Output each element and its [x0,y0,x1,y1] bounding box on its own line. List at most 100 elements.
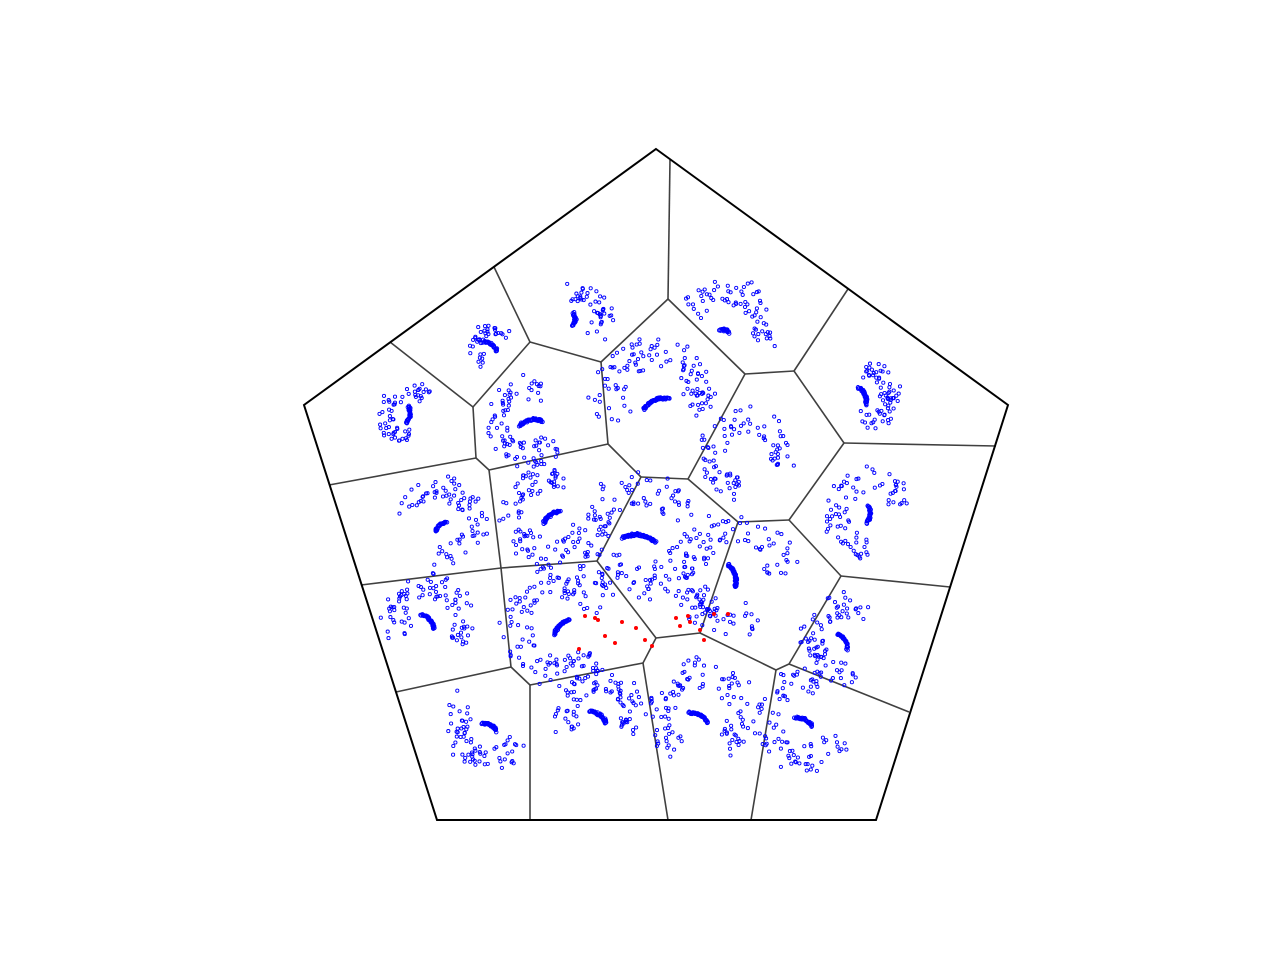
trajectory-point [772,456,777,461]
trajectory-point [763,743,768,748]
trajectory-point [555,708,560,713]
trajectory-point [421,499,426,504]
trajectory-point [438,593,443,599]
trajectory-point [548,677,553,683]
trajectory-point [418,584,423,590]
trajectory-point [483,331,488,336]
trajectory-point [715,618,720,623]
trajectory-point [720,296,725,301]
trajectory-point [420,593,425,598]
trajectory-point [480,356,485,361]
cell-edge [843,442,997,447]
trajectory-point [851,548,856,553]
trajectory-point [462,626,467,631]
trajectory-point [775,530,780,535]
trajectory-point [517,599,522,604]
trajectory-point [779,672,784,677]
trajectory-point [862,544,867,550]
trajectory-point-dense [845,647,850,653]
trajectory-point [795,755,800,760]
trajectory-point [404,387,410,392]
trajectory-point [840,609,845,614]
trajectory-point [731,695,736,700]
trajectory-point [578,601,583,606]
trajectory-point [703,401,708,406]
trajectory-point [810,617,815,622]
trajectory-point [500,434,505,439]
trajectory-point [552,482,557,487]
trajectory-point [473,762,478,767]
trajectory-point [562,588,567,594]
trajectory-point [627,359,632,364]
trajectory-point-dense [432,625,437,631]
trajectory-point [626,490,631,495]
trajectory-point [613,383,618,388]
trajectory-point [514,391,519,396]
trajectory-point [701,391,706,396]
trajectory-point [789,681,794,686]
trajectory-point [667,731,672,736]
trajectory-point [492,413,497,418]
trajectory-point [609,417,614,422]
trajectory-point [594,289,599,294]
trajectory-point-dense [558,508,563,514]
trajectory-point-dense [444,520,450,525]
trajectory-point [562,657,567,662]
trajectory-point [658,581,663,586]
trajectory-point [519,510,524,515]
trajectory-point [697,544,702,549]
trajectory-point [871,371,876,376]
trajectory-point-dense [653,539,659,544]
trajectory-point [729,681,734,686]
trajectory-point [598,481,603,486]
trajectory-point [460,718,465,723]
trajectory-point [537,440,542,445]
highlight-point [634,626,638,630]
trajectory-point [787,756,792,761]
trajectory-point [760,329,765,334]
trajectory-point [870,467,875,472]
highlight-point-group [577,612,730,651]
trajectory-point [793,760,798,765]
trajectory-point [826,614,831,619]
trajectory-point [593,299,598,304]
trajectory-point [590,504,595,509]
trajectory-point [543,557,548,562]
trajectory-point [595,668,600,673]
trajectory-point [503,335,508,340]
trajectory-point [535,473,540,478]
trajectory-point [750,331,756,336]
trajectory-point [404,437,409,443]
trajectory-point [421,587,426,592]
trajectory-point [535,491,540,496]
trajectory-point [764,736,769,741]
trajectory-point [726,519,731,524]
trajectory-point [529,610,534,615]
trajectory-point [632,681,637,686]
cell-edge [395,666,512,693]
trajectory-point [584,693,589,698]
trajectory-point [430,571,435,576]
trajectory-point [664,359,669,364]
trajectory-point [731,613,736,618]
trajectory-point [501,635,506,640]
trajectory-point [551,484,556,489]
highlight-point [674,616,678,620]
trajectory-point [605,511,610,516]
trajectory-point [686,658,691,663]
trajectory-point [532,444,537,449]
trajectory-point [447,501,452,506]
trajectory-point [767,334,772,339]
trajectory-point [650,714,655,719]
trajectory-point [457,541,462,546]
trajectory-point [467,343,473,348]
trajectory-point [629,501,634,506]
trajectory-point [771,725,776,730]
trajectory-point [682,356,687,361]
trajectory-point [699,401,705,406]
trajectory-point [505,407,510,413]
trajectory-point [536,383,541,389]
trajectory-point [755,524,761,529]
trajectory-point [501,413,507,418]
trajectory-point [880,369,885,374]
